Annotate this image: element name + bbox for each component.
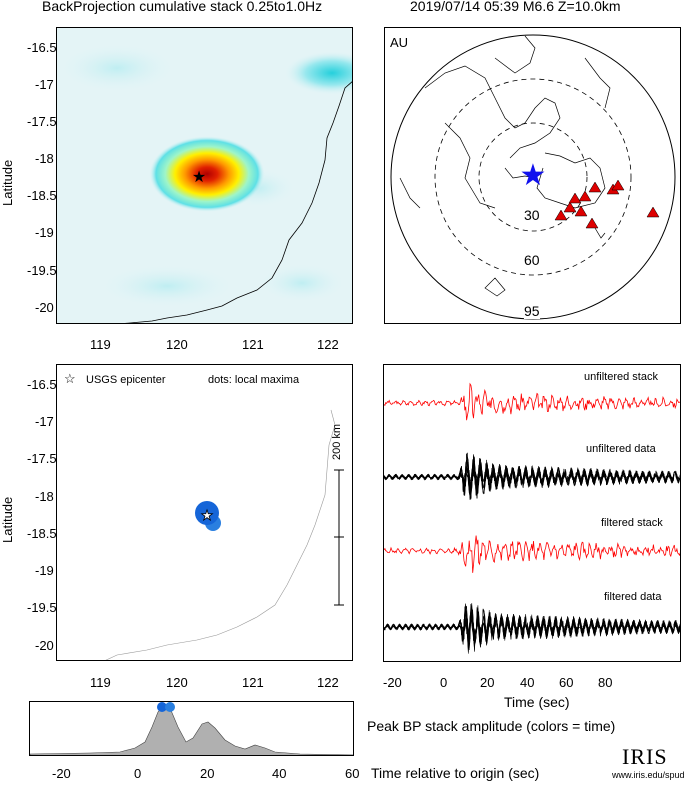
globe-canvas: ★ [390,34,676,320]
seismogram-trace [384,459,680,499]
peak-amplitude-plot [29,701,354,756]
epicenter-star-icon: ★ [201,507,214,523]
heatmap-ytick: -18 [35,151,54,166]
maxima-ytick: -17.5 [27,451,57,466]
heatmap-xtick: 119 [90,337,111,352]
legend-star-icon: ☆ [64,371,76,386]
amplitude-canvas [30,702,353,755]
heatmap-ytick: -17 [35,77,54,92]
heatmap-ytick: -20 [35,300,54,315]
seismogram-trace [384,458,680,500]
maxima-xtick: 122 [317,675,339,690]
maxima-ytick: -17 [35,414,54,429]
trace-xtick: -20 [383,675,402,690]
trace-xtick: 20 [480,675,495,690]
trace-label-filtered-data: filtered data [604,591,662,603]
seismogram-trace [384,458,680,499]
amplitude-xtick: 60 [345,766,360,781]
heatmap-canvas: ★ [57,43,352,323]
trace-label-filtered-stack: filtered stack [601,517,663,529]
local-maxima-map: ★ [56,364,353,661]
maxima-ylabel: Latitude [0,496,15,543]
backprojection-heatmap: ★ [56,27,353,324]
seismogram-trace [384,382,680,421]
legend-maxima: dots: local maxima [208,374,300,386]
amplitude-xtick: 40 [272,766,287,781]
ring-label: 30 [524,207,540,223]
heatmap-xtick: 120 [166,337,188,352]
ring-label: 60 [524,252,540,268]
trace-xlabel: Time (sec) [504,694,570,710]
seismogram-trace [384,461,680,496]
maxima-ytick: -16.5 [27,377,57,392]
seismogram-trace [384,603,680,647]
maxima-ytick: -18 [35,489,54,504]
amplitude-xtick: 0 [134,766,142,781]
iris-url: www.iris.edu/spud [612,770,685,780]
heatmap-ylabel: Latitude [0,159,15,206]
region-label: AU [390,35,409,50]
epicenter-star-icon: ★ [520,159,547,192]
maxima-ytick: -20 [35,638,54,653]
amplitude-xtick: -20 [52,766,71,781]
trace-xtick: 80 [598,675,613,690]
iris-logo: IRIS [622,744,668,769]
trace-label-unfiltered-data: unfiltered data [586,443,656,455]
heatmap-xtick: 121 [242,337,264,352]
heatmap-ytick: -19 [35,225,54,240]
backprojection-title: BackProjection cumulative stack 0.25to1.… [42,0,323,14]
maxima-ytick: -18.5 [27,526,57,541]
legend-epicenter: USGS epicenter [86,374,166,386]
amplitude-xtick: 20 [200,766,215,781]
traces-canvas [384,382,680,654]
maxima-ytick: -19 [35,563,54,578]
maxima-ytick: -19.5 [27,600,57,615]
trace-xtick: 0 [440,675,448,690]
maxima-xtick: 120 [166,675,188,690]
svg-text:★: ★ [192,169,206,186]
amplitude-title: Peak BP stack amplitude (colors = time) [367,718,616,734]
heatmap-ytick: -16.5 [27,40,57,55]
seismogram-traces [383,364,681,662]
heatmap-xtick: 122 [317,337,339,352]
trace-xtick: 40 [520,675,535,690]
maxima-xtick: 121 [242,675,264,690]
scale-bar-label: 200 km [331,423,343,460]
heatmap-ytick: -17.5 [27,114,57,129]
maxima-canvas: ★ [105,409,344,660]
station-globe-map: ★ [384,27,681,324]
seismogram-trace [384,535,680,573]
ring-label: 95 [524,303,540,319]
amplitude-xlabel: Time relative to origin (sec) [371,765,540,781]
event-title: 2019/07/14 05:39 M6.6 Z=10.0km [410,0,621,14]
maxima-xtick: 119 [90,675,111,690]
trace-xtick: 60 [559,675,574,690]
seismogram-trace [384,607,680,649]
heatmap-ytick: -18.5 [27,188,57,203]
trace-label-unfiltered-stack: unfiltered stack [584,371,658,383]
seismogram-trace [384,459,680,497]
heatmap-ytick: -19.5 [27,263,57,278]
